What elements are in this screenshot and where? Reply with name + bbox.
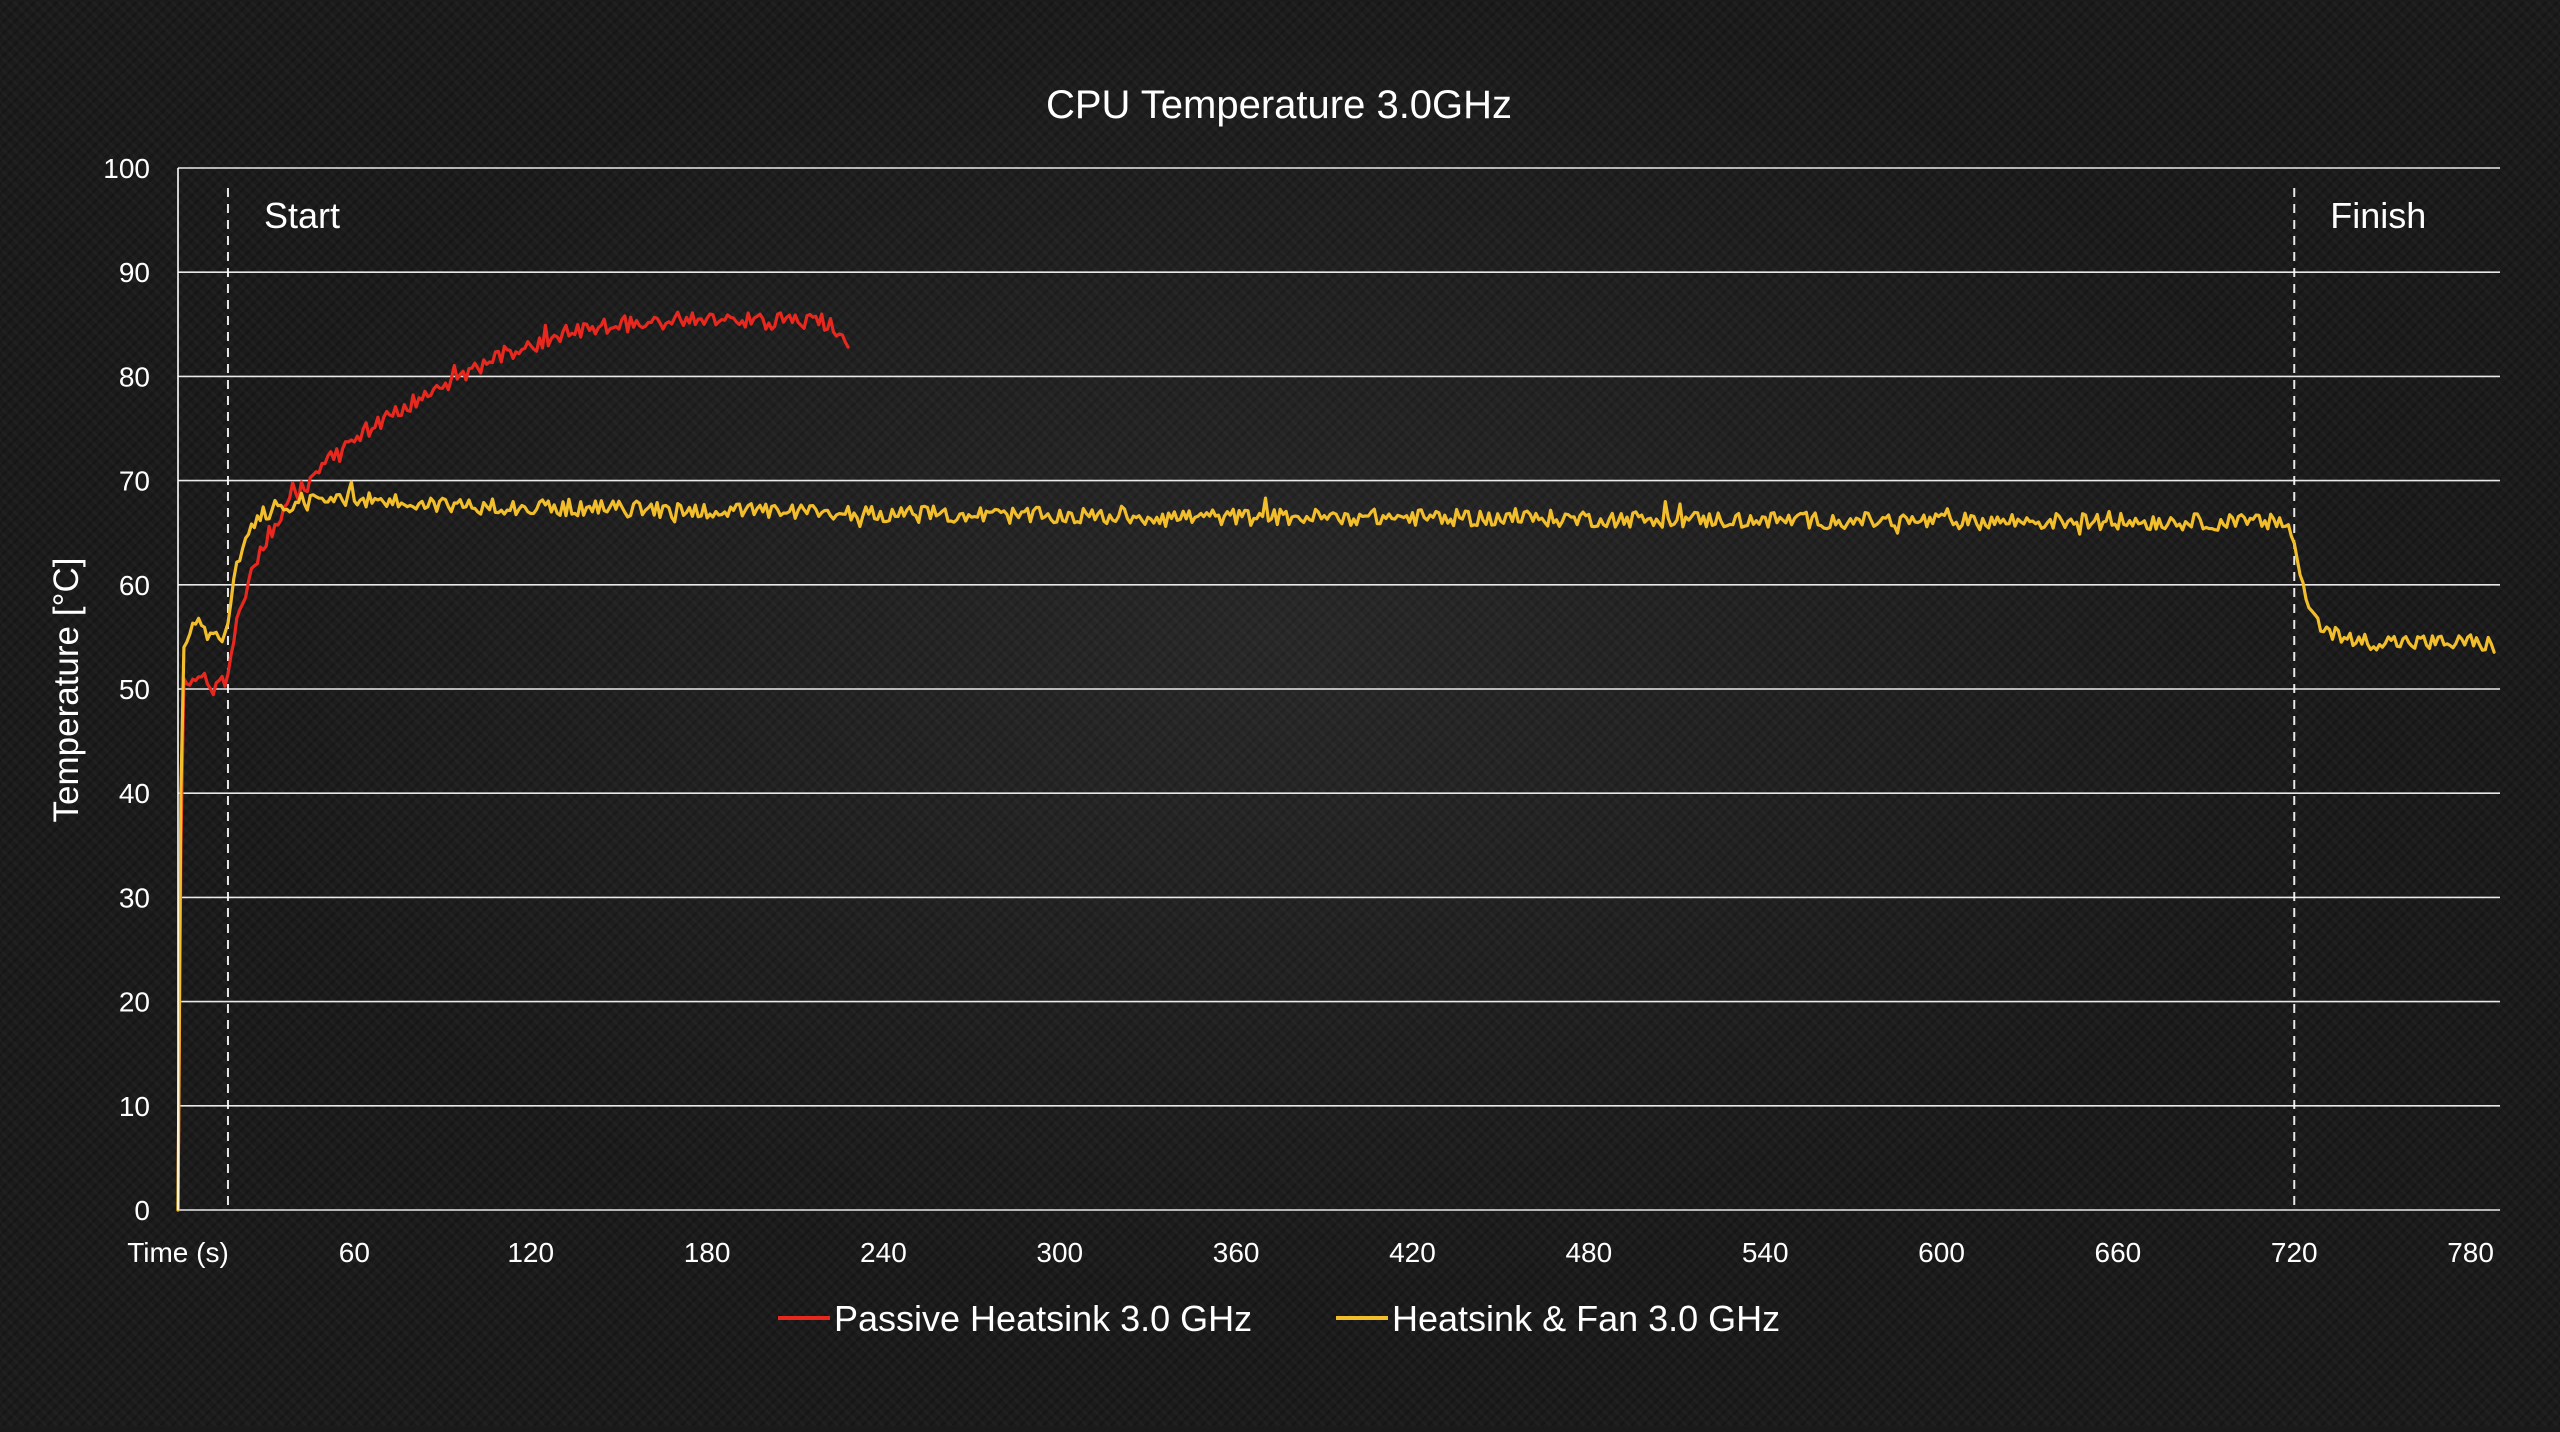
y-tick-label-40: 40	[119, 778, 150, 809]
x-tick-label-480: 480	[1565, 1237, 1612, 1268]
y-tick-label-90: 90	[119, 257, 150, 288]
series-line-heatsink-fan	[176, 480, 2496, 1212]
x-tick-label-300: 300	[1036, 1237, 1083, 1268]
x-tick-label-180: 180	[684, 1237, 731, 1268]
x-tick-label-780: 780	[2447, 1237, 2494, 1268]
y-tick-label-60: 60	[119, 570, 150, 601]
y-axis-label: Temperature [°C]	[47, 558, 86, 823]
legend-label-heatsink-fan: Heatsink & Fan 3.0 GHz	[1392, 1298, 1780, 1339]
chart-title: CPU Temperature 3.0GHz	[1046, 83, 1512, 127]
x-tick-label-240: 240	[860, 1237, 907, 1268]
y-tick-label-30: 30	[119, 882, 150, 913]
legend-label-passive-heatsink: Passive Heatsink 3.0 GHz	[834, 1298, 1252, 1339]
x-tick-label-600: 600	[1918, 1237, 1965, 1268]
y-tick-label-80: 80	[119, 361, 150, 392]
x-tick-label-360: 360	[1213, 1237, 1260, 1268]
x-tick-label-420: 420	[1389, 1237, 1436, 1268]
y-tick-label-0: 0	[134, 1195, 150, 1226]
x-tick-label-120: 120	[507, 1237, 554, 1268]
annotation-label-start: Start	[264, 195, 340, 236]
y-tick-label-70: 70	[119, 466, 150, 497]
x-tick-label-60: 60	[339, 1237, 370, 1268]
y-tick-label-50: 50	[119, 674, 150, 705]
annotation-label-finish: Finish	[2330, 195, 2426, 236]
series-line-passive-heatsink	[176, 310, 850, 1212]
y-tick-label-100: 100	[103, 153, 150, 184]
annotation-layer: Start Finish	[226, 188, 2426, 1210]
x-tick-label-660: 660	[2095, 1237, 2142, 1268]
x-tick-label-time: Time (s)	[127, 1237, 229, 1268]
y-tick-label-10: 10	[119, 1091, 150, 1122]
series-layer	[176, 310, 2496, 1212]
x-tick-label-720: 720	[2271, 1237, 2318, 1268]
grid-layer	[178, 167, 2500, 1211]
x-tick-label-540: 540	[1742, 1237, 1789, 1268]
axis-layer: 0 10 20 30 40 50 60 70 80 90 100 Time (s) 60 120 180 24…	[103, 153, 2494, 1268]
y-tick-label-20: 20	[119, 987, 150, 1018]
legend: Passive Heatsink 3.0 GHz Heatsink & Fan 3…	[778, 1298, 1780, 1339]
